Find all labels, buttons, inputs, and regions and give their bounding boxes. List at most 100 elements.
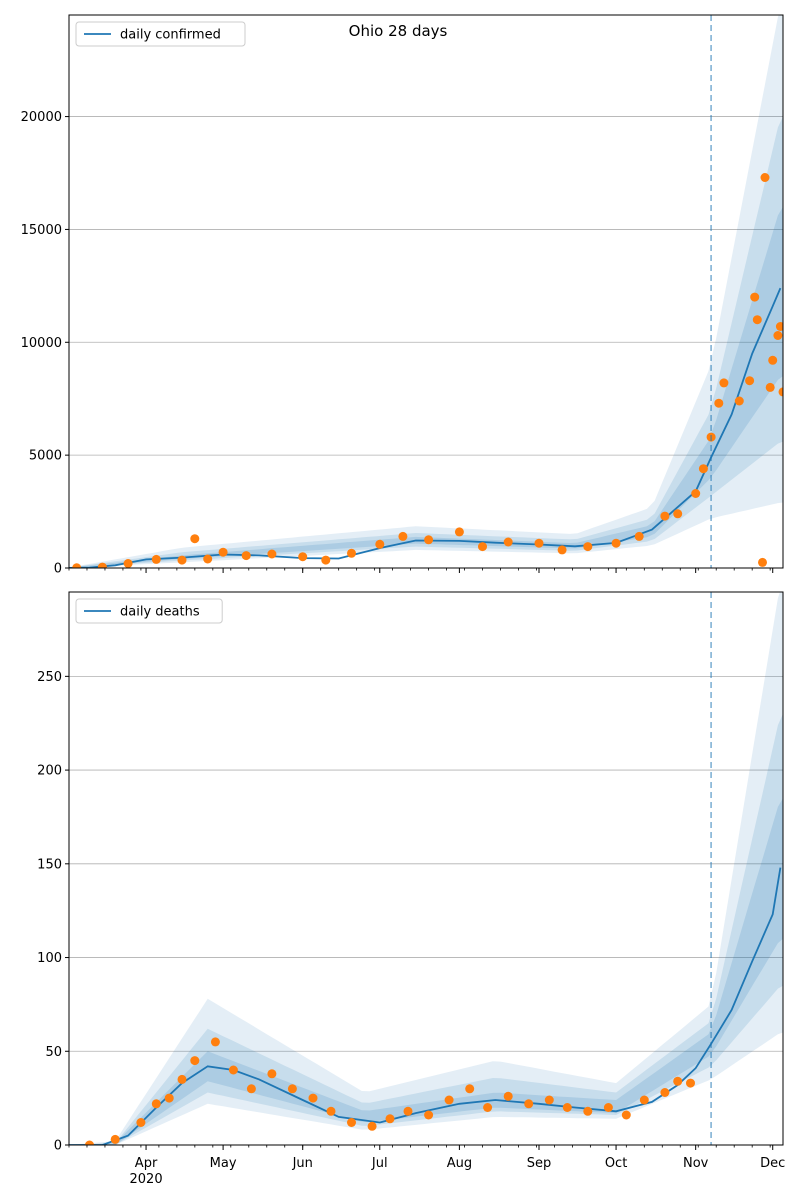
x-tick-label: May	[210, 1156, 237, 1171]
observed-point	[190, 1056, 200, 1066]
observed-point	[267, 1069, 277, 1079]
observed-point	[691, 489, 701, 498]
x-tick-label: Jul	[371, 1156, 388, 1171]
y-tick-label: 100	[37, 951, 62, 966]
observed-point	[136, 1118, 146, 1127]
observed-point	[110, 1134, 120, 1144]
x-tick-label: Nov	[683, 1156, 709, 1171]
observed-point	[634, 531, 644, 541]
legend-box	[75, 21, 246, 47]
observed-point	[603, 1103, 613, 1112]
y-tick-label: 20000	[21, 110, 62, 125]
y-tick-label: 200	[37, 764, 62, 779]
x-tick-label: Jun	[292, 1156, 313, 1171]
observed-point	[673, 509, 683, 519]
legend-box	[75, 598, 223, 624]
observed-point	[773, 331, 783, 340]
observed-point	[698, 464, 708, 474]
observed-point	[424, 535, 434, 545]
observed-point	[398, 531, 408, 541]
observed-point	[775, 322, 783, 331]
y-tick-label: 5000	[29, 449, 62, 464]
observed-point	[562, 1103, 572, 1112]
observed-point	[287, 1084, 297, 1094]
observed-point	[686, 1078, 695, 1088]
x-tick-label: Aug	[447, 1156, 472, 1171]
observed-point	[298, 552, 308, 562]
observed-point	[326, 1106, 336, 1116]
observed-point	[621, 1110, 631, 1120]
observed-point	[228, 1065, 238, 1075]
observed-point	[611, 538, 621, 548]
observed-point	[164, 1093, 174, 1103]
plot-area	[69, 592, 783, 1145]
observed-point	[483, 1103, 493, 1112]
x-tick-label: Sep	[527, 1156, 552, 1171]
model-line	[69, 287, 782, 568]
observed-point	[375, 539, 385, 549]
y-tick-label: 0	[54, 1139, 62, 1154]
observed-point	[246, 1084, 256, 1094]
observed-point	[752, 315, 762, 325]
observed-point	[151, 554, 161, 564]
observed-point	[267, 549, 277, 559]
y-tick-label: 10000	[21, 336, 62, 351]
observed-point	[347, 548, 356, 558]
observed-point	[583, 542, 593, 552]
observed-point	[308, 1093, 318, 1103]
observed-point	[465, 1084, 475, 1094]
y-tick-label: 50	[45, 1045, 62, 1060]
observed-point	[210, 1037, 220, 1047]
observed-point	[241, 551, 251, 561]
figure-title: Ohio 28 days	[349, 22, 448, 40]
observed-point	[177, 555, 187, 565]
observed-point	[190, 534, 200, 544]
y-tick-label: 250	[37, 670, 62, 685]
observed-point	[760, 173, 770, 182]
observed-point	[123, 559, 133, 568]
observed-point	[478, 542, 487, 552]
observed-point	[203, 554, 213, 564]
observed-point	[97, 562, 107, 568]
observed-point	[745, 376, 755, 386]
observed-point	[177, 1074, 187, 1084]
legend-label: daily confirmed	[120, 28, 221, 43]
x-tick-label: Dec	[760, 1156, 785, 1171]
observed-point	[72, 563, 82, 568]
plot-frame	[68, 591, 784, 1146]
observed-point	[321, 555, 331, 565]
plot-frame	[68, 14, 784, 569]
observed-point	[534, 538, 544, 548]
uncertainty-band	[69, 15, 783, 568]
observed-point	[660, 511, 670, 521]
y-tick-label: 15000	[21, 223, 62, 238]
confirmed-panel: 0 5000 10000 15000 20000 daily confirmed	[21, 14, 784, 577]
observed-point	[503, 1091, 513, 1101]
y-tick-label: 0	[54, 562, 62, 577]
observed-point	[424, 1110, 434, 1120]
y-tick-label: 150	[37, 857, 62, 872]
x-tick-label: Apr	[135, 1156, 158, 1171]
observed-point	[454, 527, 464, 537]
observed-point	[719, 378, 729, 388]
observed-point	[367, 1121, 377, 1131]
observed-point	[503, 537, 513, 547]
observed-point	[524, 1099, 534, 1109]
observed-point	[673, 1076, 683, 1086]
observed-point	[385, 1114, 395, 1124]
observed-point	[758, 557, 767, 567]
observed-point	[583, 1106, 593, 1116]
x-tick-year-label: 2020	[130, 1172, 163, 1187]
observed-point	[444, 1095, 454, 1105]
observed-point	[557, 545, 567, 555]
observed-point	[765, 382, 775, 392]
plot-area	[69, 15, 783, 568]
observed-point	[714, 398, 724, 408]
observed-point	[750, 292, 760, 302]
observed-point	[768, 355, 778, 365]
legend-label: daily deaths	[120, 605, 200, 620]
observed-point	[151, 1099, 161, 1109]
observed-point	[403, 1106, 413, 1116]
x-tick-label: Oct	[605, 1156, 627, 1171]
